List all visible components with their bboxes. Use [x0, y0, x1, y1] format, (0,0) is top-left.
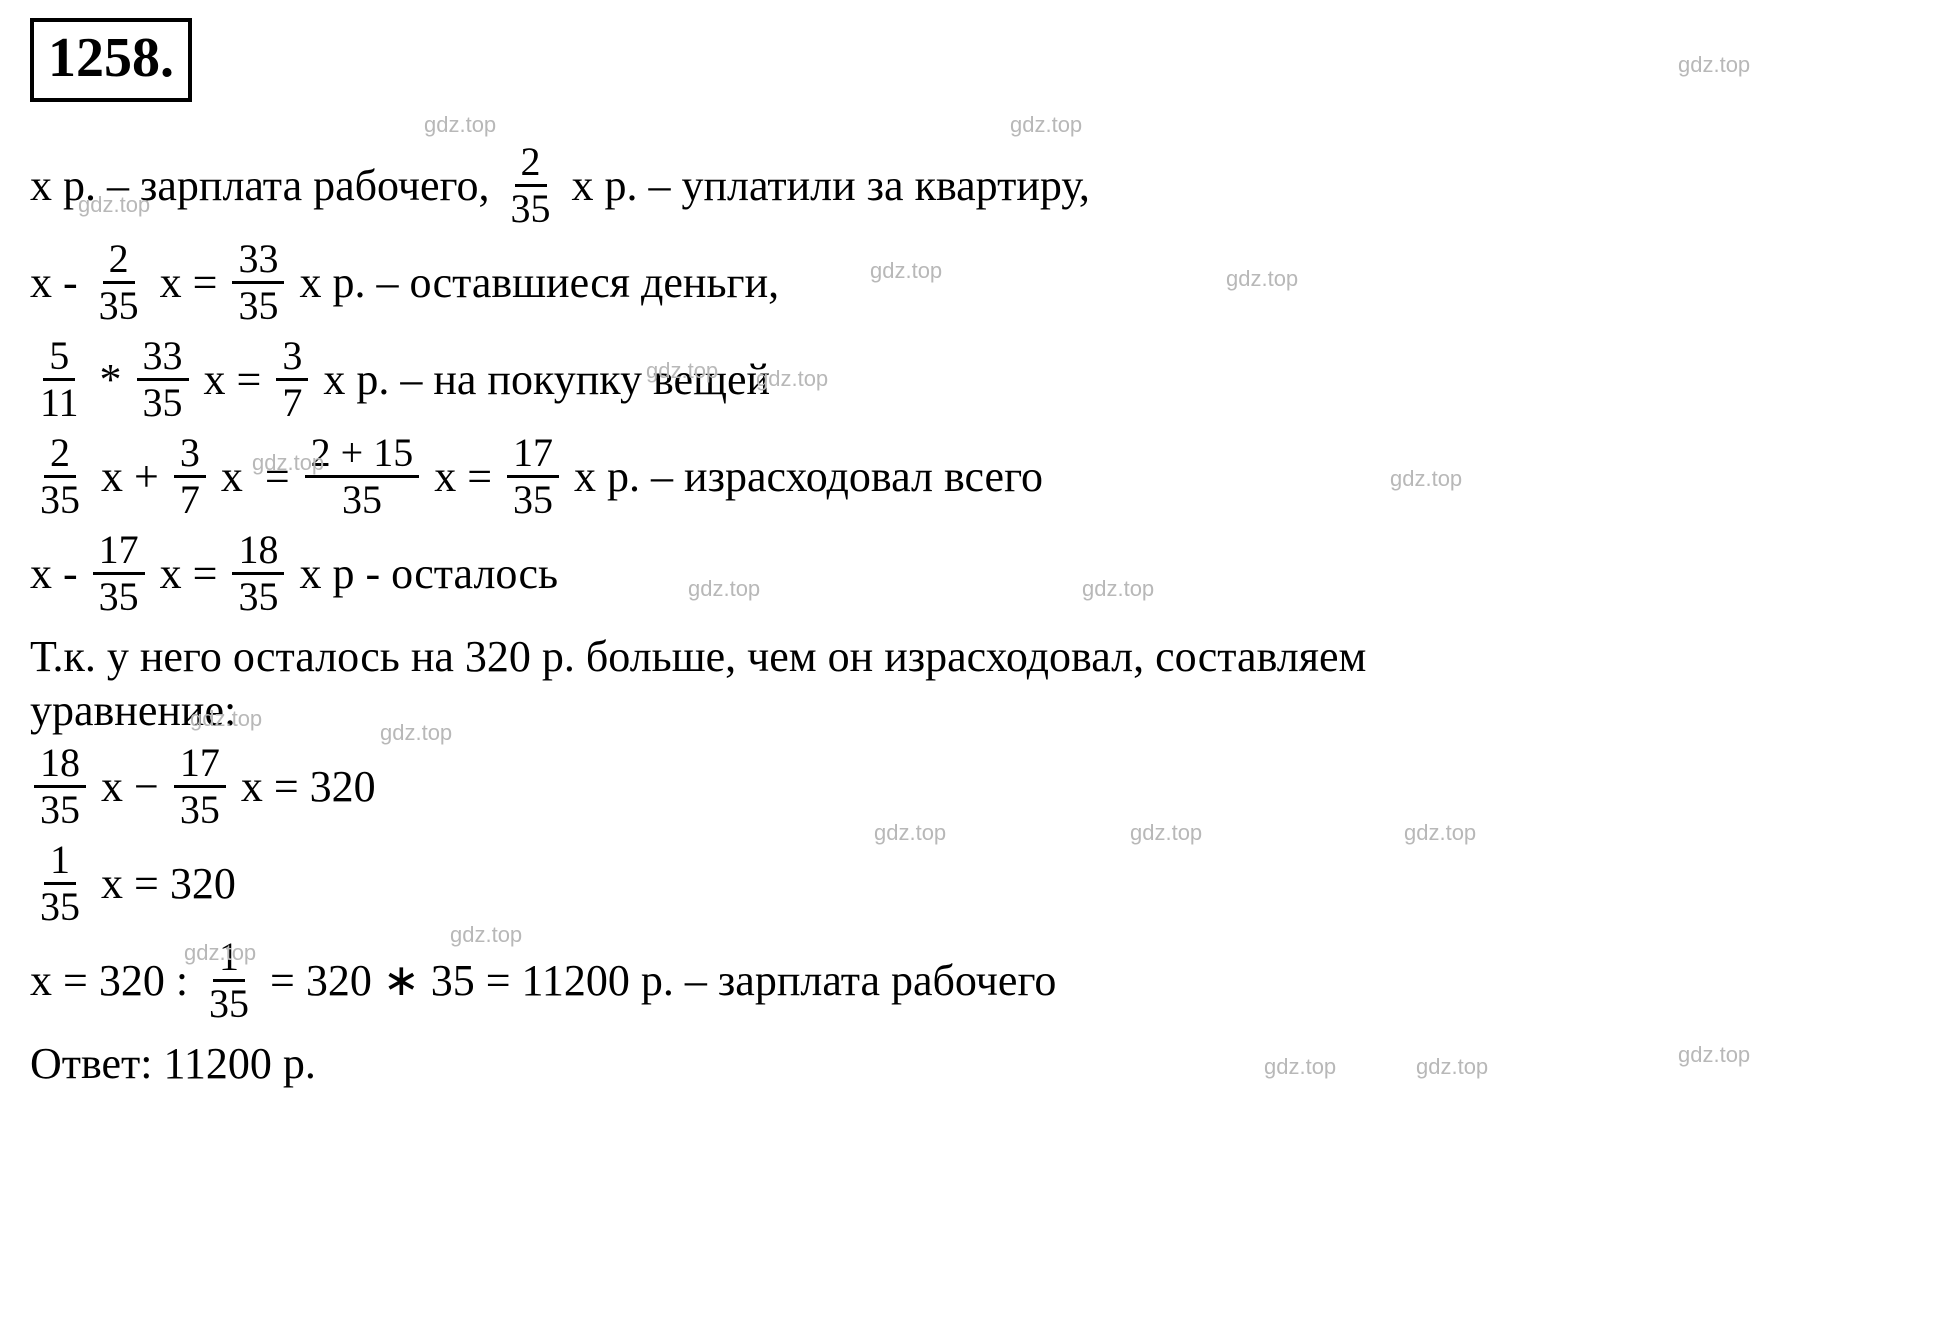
frac-num: 2 — [44, 433, 76, 478]
line-4-part-c: х = — [423, 455, 503, 499]
line-9: 1 35 х = 320 — [30, 840, 1917, 927]
line-9-part-a: х = 320 — [90, 862, 236, 906]
frac-num: 5 — [43, 336, 75, 381]
line-4-frac-1: 2 35 — [34, 433, 86, 520]
frac-den: 7 — [276, 381, 308, 423]
line-2-part-b: х = — [149, 261, 229, 305]
line-5-part-b: х = — [149, 552, 229, 596]
frac-num: 33 — [137, 336, 189, 381]
frac-den: 35 — [505, 187, 557, 229]
line-4-frac-2: 3 7 — [174, 433, 206, 520]
frac-den: 35 — [507, 478, 559, 520]
line-2-part-c: х р. – оставшиеся деньги, — [288, 261, 779, 305]
problem-number-text: 1258. — [48, 27, 174, 89]
frac-num: 3 — [174, 433, 206, 478]
line-1-part-a: х р. – зарплата рабочего, — [30, 164, 501, 208]
line-6: Т.к. у него осталось на 320 р. больше, ч… — [30, 635, 1917, 679]
frac-num: 2 — [103, 239, 135, 284]
page-root: 1258. х р. – зарплата рабочего, 2 35 х р… — [0, 0, 1947, 1343]
line-1-part-b: х р. – уплатили за квартиру, — [561, 164, 1090, 208]
frac-den: 35 — [336, 478, 388, 520]
watermark-text: gdz.top — [1678, 52, 1750, 78]
frac-den: 35 — [34, 788, 86, 830]
line-3-frac-3: 3 7 — [276, 336, 308, 423]
line-5-part-a: х - — [30, 552, 89, 596]
line-2: х - 2 35 х = 33 35 х р. – оставшиеся ден… — [30, 239, 1917, 326]
frac-num: 17 — [174, 743, 226, 788]
frac-den: 35 — [137, 381, 189, 423]
line-3-part-a: * — [89, 358, 133, 402]
line-8-frac-1: 18 35 — [34, 743, 86, 830]
frac-den: 35 — [34, 478, 86, 520]
frac-den: 35 — [232, 284, 284, 326]
watermark-text: gdz.top — [424, 112, 496, 138]
frac-num: 18 — [232, 530, 284, 575]
frac-num: 3 — [276, 336, 308, 381]
line-10: х = 320 : 1 35 = 320 ∗ 35 = 11200 р. – з… — [30, 937, 1917, 1024]
line-3-frac-1: 5 11 — [34, 336, 85, 423]
frac-den: 7 — [174, 478, 206, 520]
line-5-frac-2: 18 35 — [232, 530, 284, 617]
line-5-frac-1: 17 35 — [93, 530, 145, 617]
line-5: х - 17 35 х = 18 35 х р - осталось — [30, 530, 1917, 617]
line-10-part-b: = 320 ∗ 35 = 11200 р. – зарплата рабочег… — [259, 959, 1056, 1003]
line-3-part-b: х = — [193, 358, 273, 402]
line-4-part-d: х р. – израсходовал всего — [563, 455, 1043, 499]
line-7-text: уравнение: — [30, 689, 236, 733]
frac-den: 11 — [34, 381, 85, 423]
answer-text: Ответ: 11200 р. — [30, 1042, 316, 1086]
frac-den: 35 — [93, 284, 145, 326]
line-5-part-c: х р - осталось — [288, 552, 558, 596]
watermark-text: gdz.top — [1010, 112, 1082, 138]
frac-num: 18 — [34, 743, 86, 788]
frac-num: 33 — [232, 239, 284, 284]
problem-number-box: 1258. — [30, 18, 192, 102]
line-8: 18 35 х − 17 35 х = 320 — [30, 743, 1917, 830]
frac-num: 1 — [44, 840, 76, 885]
line-4: 2 35 х + 3 7 х = 2 + 15 35 х = 17 35 х р… — [30, 433, 1917, 520]
line-6-text: Т.к. у него осталось на 320 р. больше, ч… — [30, 635, 1366, 679]
line-8-part-a: х − — [90, 765, 170, 809]
line-2-part-a: х - — [30, 261, 89, 305]
line-4-frac-4: 17 35 — [507, 433, 559, 520]
line-1-frac: 2 35 — [505, 142, 557, 229]
line-11: Ответ: 11200 р. — [30, 1042, 1917, 1086]
line-9-frac-1: 1 35 — [34, 840, 86, 927]
frac-num: 17 — [93, 530, 145, 575]
line-2-frac-1: 2 35 — [93, 239, 145, 326]
frac-den: 35 — [232, 575, 284, 617]
line-3: 5 11 * 33 35 х = 3 7 х р. – на покупку в… — [30, 336, 1917, 423]
line-10-frac-1: 1 35 — [203, 937, 255, 1024]
solution-content: х р. – зарплата рабочего, 2 35 х р. – уп… — [30, 142, 1917, 1086]
line-4-part-b: х = — [210, 455, 301, 499]
line-8-part-b: х = 320 — [230, 765, 376, 809]
line-3-part-c: х р. – на покупку вещей — [312, 358, 770, 402]
frac-num: 2 — [515, 142, 547, 187]
frac-den: 35 — [93, 575, 145, 617]
frac-den: 35 — [174, 788, 226, 830]
line-3-frac-2: 33 35 — [137, 336, 189, 423]
line-10-part-a: х = 320 : — [30, 959, 199, 1003]
line-8-frac-2: 17 35 — [174, 743, 226, 830]
line-4-part-a: х + — [90, 455, 170, 499]
frac-den: 35 — [34, 885, 86, 927]
line-4-frac-3: 2 + 15 35 — [305, 433, 420, 520]
frac-den: 35 — [203, 982, 255, 1024]
line-2-frac-2: 33 35 — [232, 239, 284, 326]
line-1: х р. – зарплата рабочего, 2 35 х р. – уп… — [30, 142, 1917, 229]
frac-num: 1 — [213, 937, 245, 982]
frac-num: 17 — [507, 433, 559, 478]
frac-num: 2 + 15 — [305, 433, 420, 478]
line-7: уравнение: — [30, 689, 1917, 733]
